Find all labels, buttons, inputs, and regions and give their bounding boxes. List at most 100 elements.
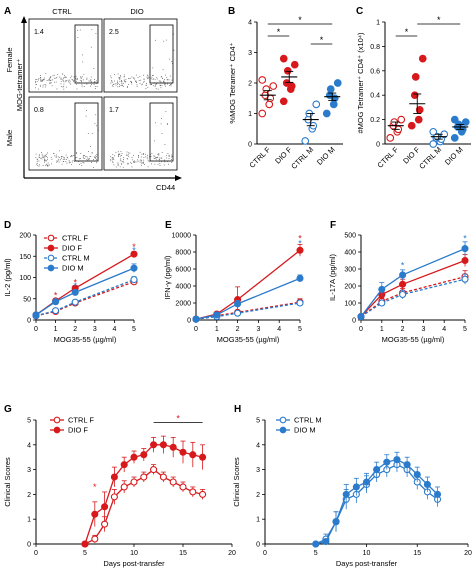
facs-event-dot	[110, 156, 111, 158]
facs-event-dot	[131, 157, 133, 158]
series-line-dio-m	[360, 248, 466, 317]
facs-event-dot	[131, 82, 132, 83]
facs-event-dot	[168, 158, 170, 159]
facs-event-dot	[58, 161, 60, 163]
facs-event-dot	[94, 79, 95, 80]
data-point	[296, 274, 304, 282]
facs-event-dot	[39, 157, 40, 158]
data-point	[352, 483, 360, 491]
y-tick-label: 3	[27, 467, 31, 474]
facs-event-dot	[163, 80, 165, 82]
facs-event-dot	[160, 81, 162, 83]
facs-event-dot	[158, 153, 160, 154]
facs-event-dot	[86, 83, 88, 85]
legend-marker	[47, 264, 55, 272]
facs-event-dot	[56, 161, 58, 162]
facs-event-dot	[71, 155, 73, 157]
facs-event-dot	[155, 156, 156, 158]
facs-event-dot	[136, 81, 137, 83]
data-point	[130, 276, 138, 284]
facs-event-dot	[143, 153, 144, 154]
facs-event-dot	[36, 158, 38, 160]
x-axis-label: MOG35-55 (µg/ml)	[217, 335, 280, 344]
facs-event-dot	[145, 156, 147, 158]
facs-event-dot	[96, 80, 97, 82]
facs-event-dot	[44, 159, 45, 160]
facs-event-dot	[146, 76, 148, 78]
y-axis-label: IL-2 (pg/ml)	[3, 258, 12, 297]
facs-event-dot	[159, 165, 161, 166]
facs-event-dot	[133, 77, 134, 79]
facs-event-dot	[95, 114, 97, 116]
y-axis-label: Clinical Scores	[232, 457, 241, 507]
facs-event-dot	[66, 162, 68, 164]
facs-event-dot	[157, 88, 159, 90]
facs-event-dot	[161, 118, 162, 119]
facs-event-dot	[74, 154, 75, 156]
facs-event-dot	[167, 124, 168, 125]
facs-event-dot	[46, 165, 48, 167]
data-point	[429, 140, 438, 148]
facs-event-dot	[81, 76, 83, 78]
facs-col-ctrl: CTRL	[52, 7, 72, 16]
data-point	[301, 137, 310, 145]
facs-event-dot	[158, 159, 160, 161]
data-point	[433, 490, 442, 498]
facs-event-dot	[156, 78, 158, 80]
category-label: DIO M	[443, 145, 465, 167]
facs-event-dot	[65, 86, 67, 88]
facs-event-dot	[60, 159, 61, 161]
facs-event-dot	[152, 75, 154, 76]
facs-event-dot	[126, 154, 128, 156]
facs-event-dot	[62, 86, 64, 88]
data-point	[169, 443, 177, 451]
y-tick-label: 2	[27, 492, 31, 499]
facs-event-dot	[151, 163, 152, 165]
facs-event-dot	[153, 78, 154, 80]
facs-event-dot	[159, 80, 161, 82]
facs-event-dot	[160, 87, 162, 89]
data-point	[414, 115, 423, 124]
facs-event-dot	[75, 157, 76, 158]
facs-event-dot	[76, 157, 78, 158]
facs-event-dot	[151, 153, 153, 154]
facs-event-dot	[131, 83, 133, 85]
facs-event-dot	[119, 84, 120, 86]
facs-event-dot	[63, 77, 65, 78]
facs-event-dot	[91, 29, 93, 31]
facs-event-dot	[112, 158, 114, 160]
facs-event-dot	[44, 157, 46, 159]
facs-row-female: Female	[5, 47, 14, 72]
facs-event-dot	[168, 163, 169, 165]
facs-event-dot	[80, 78, 82, 79]
facs-event-dot	[167, 79, 169, 81]
facs-event-dot	[47, 164, 49, 166]
facs-event-dot	[46, 80, 48, 81]
y-axis-label: IFN-γ (pg/ml)	[163, 255, 172, 299]
facs-pct-ctrl-female: 1.4	[34, 29, 44, 36]
facs-event-dot	[134, 78, 135, 80]
facs-event-dot	[133, 162, 135, 163]
facs-event-dot	[43, 78, 45, 80]
facs-event-dot	[117, 165, 119, 166]
facs-event-dot	[171, 79, 173, 81]
facs-event-dot	[63, 88, 65, 90]
facs-event-dot	[151, 76, 153, 78]
facs-event-dot	[130, 162, 131, 164]
facs-event-dot	[120, 158, 122, 160]
facs-event-dot	[93, 156, 95, 158]
facs-event-dot	[35, 81, 36, 83]
facs-event-dot	[110, 82, 112, 84]
facs-event-dot	[155, 82, 157, 84]
facs-event-dot	[86, 156, 88, 157]
facs-event-dots	[35, 29, 175, 168]
facs-event-dot	[41, 158, 43, 160]
facs-event-dot	[138, 160, 140, 162]
facs-event-dot	[143, 79, 145, 80]
facs-gate-ctrl-female	[74, 24, 99, 84]
y-tick-label: 4	[248, 20, 252, 27]
data-point	[130, 250, 138, 258]
facs-event-dot	[62, 155, 64, 157]
facs-event-dot	[71, 161, 73, 163]
data-point	[383, 458, 391, 466]
